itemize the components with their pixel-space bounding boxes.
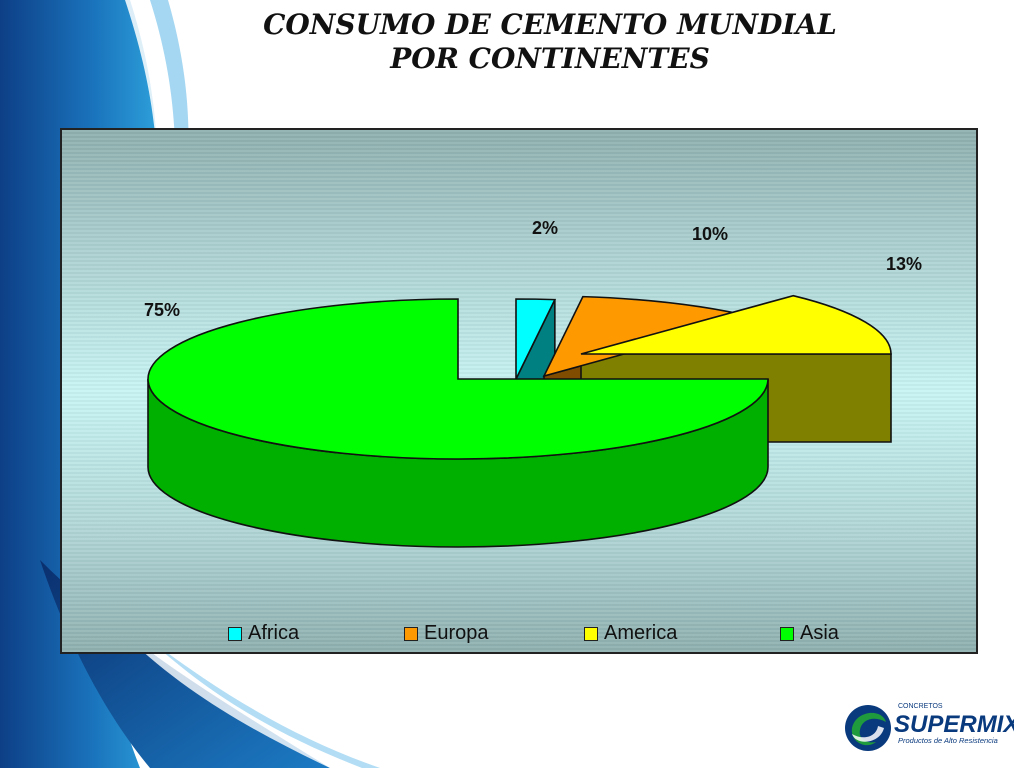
chart-legend: Africa Europa America Asia (62, 622, 976, 650)
legend-item-america: America (584, 622, 677, 645)
data-label-america: 13% (886, 254, 922, 274)
pie-plot-area: 2% 10% 13% 75% (144, 218, 922, 548)
pie-chart: 2% 10% 13% 75% Africa Europa America Asia (60, 128, 978, 654)
data-label-asia: 75% (144, 300, 180, 320)
legend-swatch-africa (228, 626, 242, 641)
legend-swatch-america (584, 626, 598, 641)
pie-slice-america (580, 294, 892, 355)
logo-tagline: Productos de Alto Resistencia (898, 736, 998, 745)
logo-brand: SUPERMIX (894, 711, 1014, 738)
legend-label-america: America (604, 622, 678, 644)
legend-item-europa: Europa (404, 622, 489, 645)
logo-small-text: CONCRETOS (898, 703, 943, 710)
legend-item-asia: Asia (780, 622, 839, 645)
data-label-europa: 10% (692, 224, 728, 244)
pie-layer-tops (147, 294, 892, 460)
pie-slice-africa (515, 298, 557, 380)
legend-swatch-europa (404, 626, 418, 641)
supermix-logo: CONCRETOS SUPERMIX Productos de Alto Res… (845, 703, 1014, 751)
legend-item-africa: Africa (228, 622, 299, 645)
slide-title: CONSUMO DE CEMENTO MUNDIAL POR CONTINENT… (0, 8, 1024, 76)
pie-slice-asia (147, 298, 769, 460)
legend-label-asia: Asia (800, 622, 839, 644)
data-label-africa: 2% (532, 218, 558, 238)
title-line-2: POR CONTINENTES (390, 42, 710, 75)
title-line-1: CONSUMO DE CEMENTO MUNDIAL (263, 8, 837, 41)
legend-label-africa: Africa (248, 622, 300, 644)
supermix-logo-emblem (845, 705, 891, 751)
legend-label-europa: Europa (424, 622, 489, 644)
legend-swatch-asia (780, 626, 794, 641)
